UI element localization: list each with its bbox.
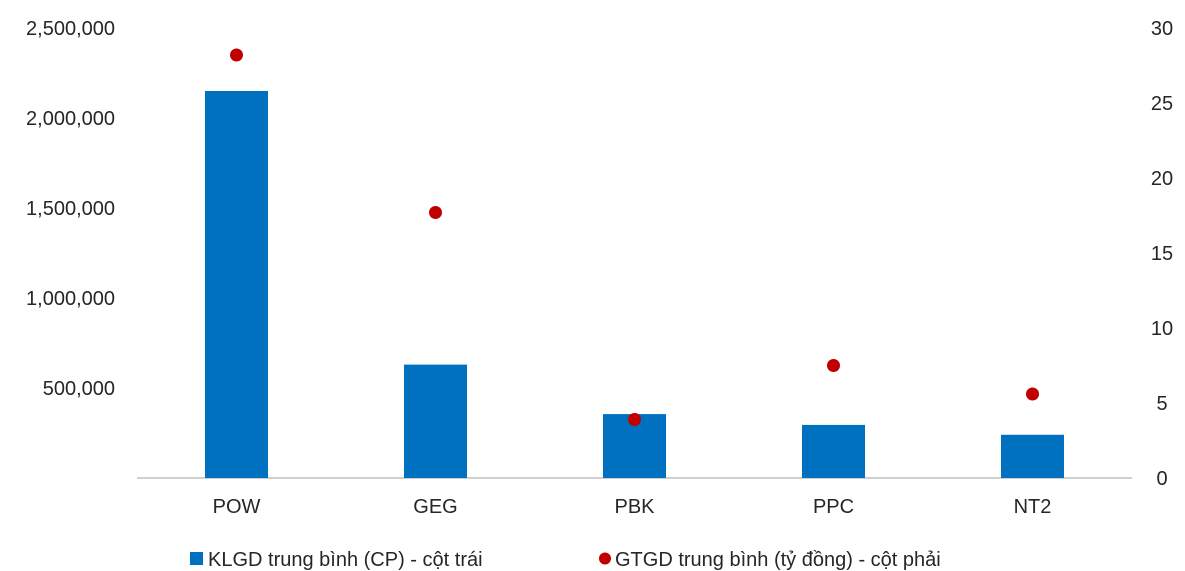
- category-labels: POW GEG PBK PPC NT2: [213, 496, 1052, 518]
- scatter-series: [230, 48, 1039, 426]
- left-tick-label: 2,000,000: [26, 108, 115, 130]
- data-point: [628, 413, 641, 426]
- right-tick-label: 30: [1151, 18, 1173, 40]
- legend: KLGD trung bình (CP) - cột trái GTGD tru…: [190, 549, 941, 571]
- bar: [404, 364, 467, 478]
- right-tick-label: 10: [1151, 318, 1173, 340]
- legend-dot-label: GTGD trung bình (tỷ đồng) - cột phải: [615, 549, 941, 571]
- bar-series: [205, 91, 1064, 478]
- category-label: PPC: [813, 496, 854, 518]
- right-tick-label: 0: [1156, 468, 1167, 490]
- right-tick-label: 20: [1151, 168, 1173, 190]
- right-tick-label: 15: [1151, 243, 1173, 265]
- data-point: [1026, 387, 1039, 401]
- data-point: [429, 206, 442, 219]
- data-point: [827, 359, 840, 372]
- category-label: NT2: [1014, 496, 1052, 518]
- right-tick-label: 25: [1151, 93, 1173, 115]
- category-label: POW: [213, 496, 261, 518]
- right-axis-ticks: 0 5 10 15 20 25 30: [1151, 18, 1173, 490]
- bar: [802, 424, 865, 478]
- category-label: PBK: [614, 496, 655, 518]
- data-point: [230, 48, 243, 62]
- left-axis-ticks: 500,000 1,000,000 1,500,000 2,000,000 2,500,…: [26, 18, 115, 400]
- category-label: GEG: [413, 496, 457, 518]
- bar: [1001, 434, 1064, 478]
- left-tick-label: 1,000,000: [26, 288, 115, 310]
- left-tick-label: 500,000: [43, 378, 115, 400]
- left-tick-label: 2,500,000: [26, 18, 115, 40]
- right-tick-label: 5: [1156, 393, 1167, 415]
- legend-bar-label: KLGD trung bình (CP) - cột trái: [208, 549, 483, 571]
- bar: [205, 91, 268, 478]
- legend-bar-swatch: [190, 552, 203, 565]
- legend-dot-swatch: [599, 552, 611, 565]
- left-tick-label: 1,500,000: [26, 198, 115, 220]
